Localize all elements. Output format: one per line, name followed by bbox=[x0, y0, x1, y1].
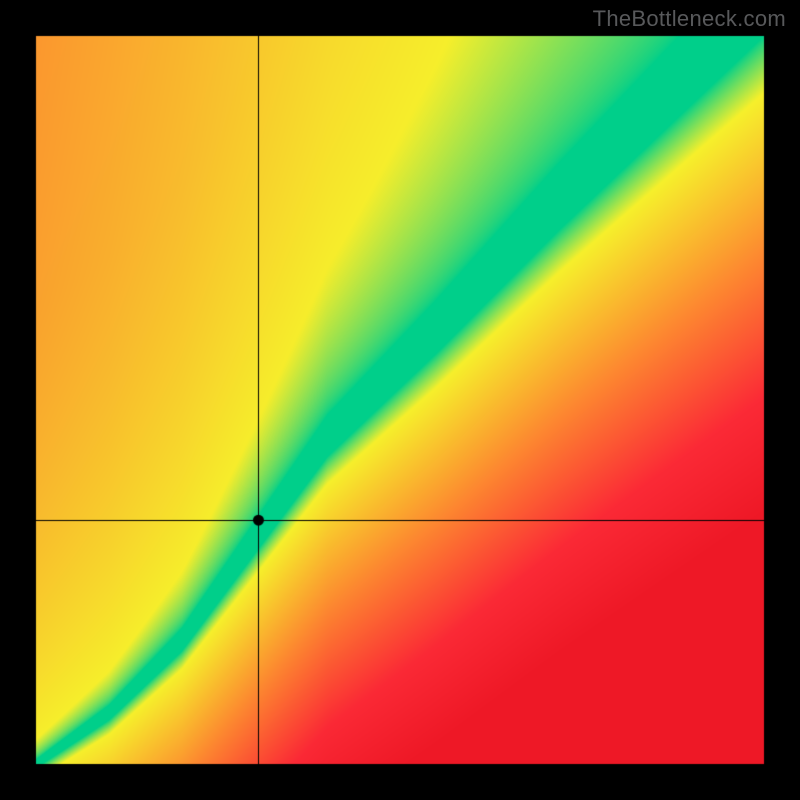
bottleneck-heatmap bbox=[0, 0, 800, 800]
attribution-label: TheBottleneck.com bbox=[593, 6, 786, 32]
